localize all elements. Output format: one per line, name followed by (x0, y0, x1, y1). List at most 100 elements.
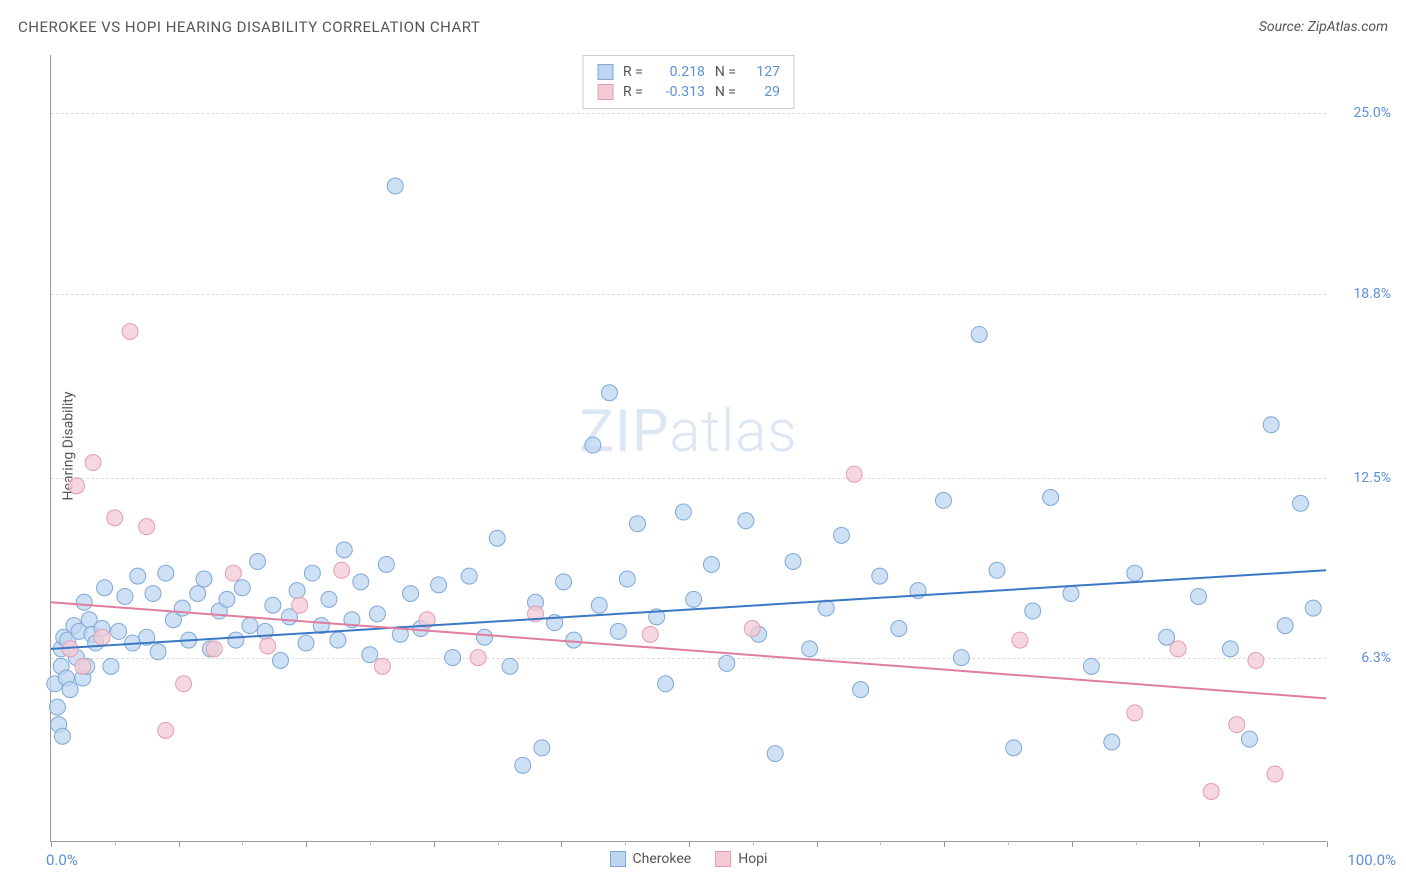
stat-r-value: 0.218 (653, 64, 705, 80)
scatter-point (1277, 618, 1293, 634)
scatter-point (534, 740, 550, 756)
scatter-point (846, 466, 862, 482)
trend-line (51, 602, 1326, 698)
scatter-point (69, 478, 85, 494)
scatter-point (387, 178, 403, 194)
legend-swatch (610, 851, 626, 867)
chart-plot-area: ZIPatlas 6.3%12.5%18.8%25.0% R = 0.218 N… (50, 55, 1326, 842)
scatter-svg (51, 55, 1326, 841)
scatter-point (675, 504, 691, 520)
scatter-point (176, 676, 192, 692)
scatter-point (225, 565, 241, 581)
y-tick-label: 6.3% (1361, 650, 1391, 666)
x-tick-minor (1263, 841, 1264, 845)
scatter-point (585, 437, 601, 453)
x-tick (817, 841, 818, 847)
correlation-stats-box: R = 0.218 N = 127 R = -0.313 N = 29 (582, 55, 795, 109)
scatter-point (75, 658, 91, 674)
scatter-point (1063, 586, 1079, 602)
scatter-point (556, 574, 572, 590)
x-tick-minor (625, 841, 626, 845)
scatter-point (853, 682, 869, 698)
scatter-point (591, 597, 607, 613)
scatter-point (1012, 632, 1028, 648)
scatter-point (1127, 705, 1143, 721)
scatter-point (1191, 588, 1207, 604)
scatter-point (298, 635, 314, 651)
scatter-point (891, 620, 907, 636)
scatter-point (1170, 641, 1186, 657)
scatter-point (242, 618, 258, 634)
scatter-point (971, 326, 987, 342)
stat-n-value: 29 (746, 84, 780, 100)
scatter-point (1222, 641, 1238, 657)
scatter-point (785, 554, 801, 570)
legend-label: Cherokee (633, 851, 692, 867)
x-tick-minor (242, 841, 243, 845)
scatter-point (330, 632, 346, 648)
legend-item: Hopi (715, 851, 767, 867)
x-tick (434, 841, 435, 847)
scatter-point (206, 641, 222, 657)
scatter-point (107, 510, 123, 526)
scatter-point (1229, 717, 1245, 733)
scatter-point (139, 519, 155, 535)
stats-row: R = -0.313 N = 29 (597, 82, 780, 102)
scatter-point (744, 620, 760, 636)
x-tick-minor (1008, 841, 1009, 845)
stat-r-value: -0.313 (653, 84, 705, 100)
x-tick (51, 841, 52, 847)
x-tick (306, 841, 307, 847)
scatter-point (642, 626, 658, 642)
scatter-point (273, 653, 289, 669)
scatter-point (250, 554, 266, 570)
scatter-point (1127, 565, 1143, 581)
scatter-point (1025, 603, 1041, 619)
scatter-point (953, 650, 969, 666)
scatter-point (369, 606, 385, 622)
scatter-point (767, 746, 783, 762)
x-tick (561, 841, 562, 847)
scatter-point (158, 565, 174, 581)
scatter-point (49, 699, 65, 715)
scatter-point (802, 641, 818, 657)
scatter-point (445, 650, 461, 666)
scatter-point (219, 591, 235, 607)
x-tick-minor (498, 841, 499, 845)
x-tick-minor (753, 841, 754, 845)
scatter-point (174, 600, 190, 616)
x-axis-max-label: 100.0% (1347, 851, 1396, 869)
stats-swatch (597, 64, 613, 80)
x-tick (1199, 841, 1200, 847)
scatter-point (353, 574, 369, 590)
scatter-point (610, 623, 626, 639)
legend-item: Cherokee (610, 851, 692, 867)
scatter-point (76, 594, 92, 610)
scatter-point (489, 530, 505, 546)
scatter-point (619, 571, 635, 587)
source-attribution: Source: ZipAtlas.com (1259, 19, 1388, 35)
scatter-point (1104, 734, 1120, 750)
scatter-point (85, 455, 101, 471)
scatter-point (1203, 784, 1219, 800)
scatter-point (321, 591, 337, 607)
x-tick (689, 841, 690, 847)
x-tick (944, 841, 945, 847)
stat-n-label: N = (715, 84, 736, 100)
scatter-point (304, 565, 320, 581)
scatter-point (1248, 653, 1264, 669)
x-tick-minor (115, 841, 116, 845)
y-tick-label: 25.0% (1353, 105, 1391, 121)
scatter-point (1006, 740, 1022, 756)
x-tick (1327, 841, 1328, 847)
scatter-point (334, 562, 350, 578)
scatter-point (1293, 495, 1309, 511)
scatter-point (103, 658, 119, 674)
scatter-point (1267, 766, 1283, 782)
legend-swatch (715, 851, 731, 867)
scatter-point (502, 658, 518, 674)
scatter-point (260, 638, 276, 654)
scatter-point (566, 632, 582, 648)
y-tick-label: 12.5% (1353, 470, 1391, 486)
scatter-point (658, 676, 674, 692)
